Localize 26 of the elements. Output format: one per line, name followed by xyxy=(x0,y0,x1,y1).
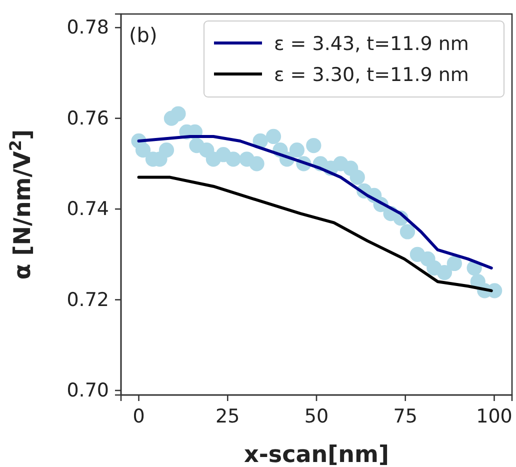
point xyxy=(135,142,151,158)
point xyxy=(289,142,305,158)
x-tick-label: 25 xyxy=(216,405,240,428)
point xyxy=(446,256,462,272)
point xyxy=(306,138,322,154)
y-tick-label: 0.70 xyxy=(66,380,109,402)
x-tick-label: 50 xyxy=(304,405,329,428)
point xyxy=(266,128,282,144)
y-tick-label: 0.78 xyxy=(66,16,109,39)
y-tick-label: 0.72 xyxy=(66,288,109,311)
x-tick-label: 75 xyxy=(393,405,418,428)
point xyxy=(350,170,365,185)
point xyxy=(226,152,241,167)
y-tick-label: 0.76 xyxy=(66,107,109,130)
x-tick-label: 100 xyxy=(476,405,512,428)
annotation: (b) xyxy=(129,23,158,47)
point xyxy=(158,142,174,158)
legend-label: ε = 3.30, t=11.9 nm xyxy=(274,64,469,86)
point xyxy=(249,156,264,172)
point xyxy=(170,106,186,122)
y-tick-label: 0.74 xyxy=(66,198,109,220)
x-axis-title: x-scan[nm] xyxy=(244,442,389,467)
point xyxy=(400,224,416,240)
x-tick-label: 0 xyxy=(132,405,145,428)
legend-label: ε = 3.43, t=11.9 nm xyxy=(274,33,469,55)
point xyxy=(436,264,452,280)
